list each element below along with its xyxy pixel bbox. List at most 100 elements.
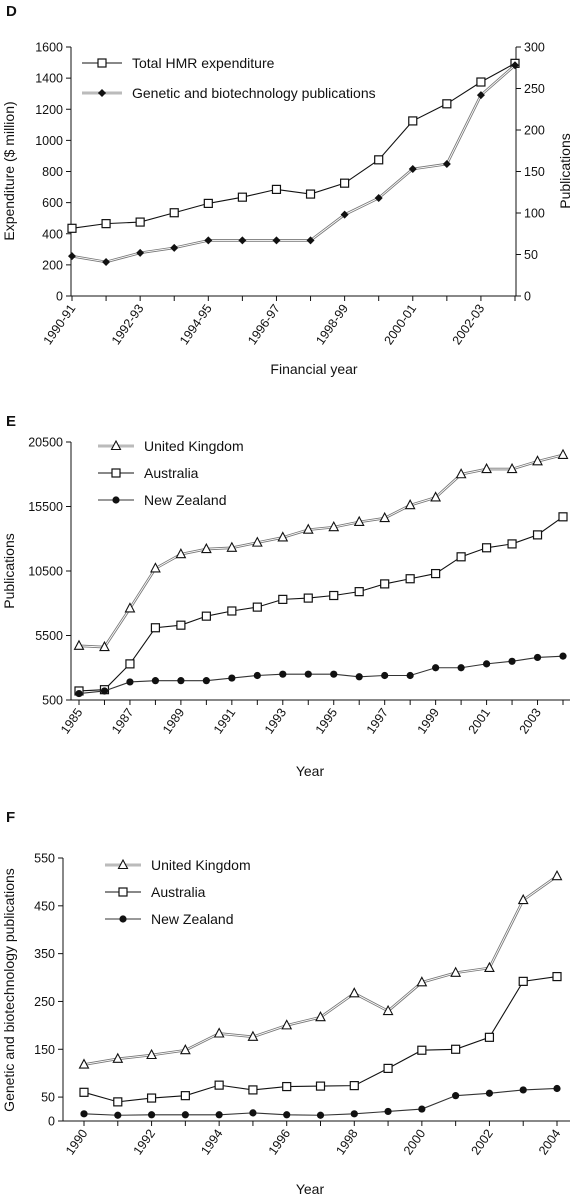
x-tick-label: 1987: [109, 706, 136, 737]
data-point-australia: [481, 543, 492, 553]
y-tick-label: 350: [34, 947, 55, 961]
data-point-australia: [484, 1032, 495, 1042]
legend-marker-australia: [118, 887, 128, 897]
y2-tick-label: 300: [524, 41, 545, 55]
data-point-new-zealand: [228, 674, 236, 682]
data-point-united-kingdom: [506, 462, 518, 474]
data-point-new-zealand: [100, 687, 109, 695]
data-point-new-zealand: [151, 677, 160, 685]
data-point-united-kingdom: [517, 893, 529, 905]
y2-tick-label: 200: [524, 124, 545, 138]
data-point-united-kingdom: [551, 869, 563, 881]
data-point-australia: [329, 590, 339, 601]
data-point-united-kingdom: [112, 1052, 124, 1063]
data-point-australia: [417, 1045, 427, 1055]
data-point-new-zealand: [384, 1107, 392, 1116]
data-point-australia: [113, 1097, 123, 1107]
data-point-total-hmr-expenditure: [169, 208, 179, 218]
data-point-australia: [383, 1063, 393, 1074]
y-tick-label: 0: [48, 1115, 55, 1129]
data-point-united-kingdom: [179, 1044, 191, 1055]
data-point-total-hmr-expenditure: [340, 178, 350, 188]
data-point-australia: [214, 1080, 224, 1090]
data-point-united-kingdom: [73, 639, 85, 650]
series-line-australia: [78, 516, 564, 692]
data-point-australia: [201, 611, 211, 621]
data-point-new-zealand: [215, 1111, 223, 1119]
x-tick-label: 1994-95: [177, 302, 215, 348]
data-point-australia: [176, 620, 186, 630]
data-point-new-zealand: [406, 671, 414, 680]
x-tick-label: 1992: [131, 1127, 158, 1158]
y-axis-title: Expenditure ($ million): [1, 101, 17, 240]
y-tick-label: 200: [42, 258, 63, 272]
data-point-united-kingdom: [455, 468, 467, 479]
data-point-united-kingdom: [315, 1011, 326, 1022]
x-axis-title: Year: [296, 1181, 325, 1197]
data-point-total-hmr-expenditure: [237, 192, 247, 202]
y-tick-label: 550: [34, 852, 55, 866]
x-tick-label: 1990: [63, 1127, 90, 1158]
data-point-united-kingdom: [557, 448, 569, 459]
legend-label: Genetic and biotechnology publications: [132, 85, 376, 101]
y-tick-label: 450: [34, 899, 55, 913]
data-point-australia: [248, 1085, 258, 1095]
y2-tick-label: 0: [524, 290, 531, 304]
data-point-australia: [278, 594, 288, 604]
x-tick-label: 2002-03: [450, 302, 488, 348]
data-point-total-hmr-expenditure: [101, 219, 111, 229]
data-point-new-zealand: [519, 1086, 527, 1094]
data-point-new-zealand: [283, 1111, 291, 1119]
data-point-total-hmr-expenditure: [305, 189, 316, 199]
data-point-united-kingdom: [379, 511, 391, 523]
data-point-australia: [79, 1087, 89, 1097]
legend-label: Total HMR expenditure: [132, 55, 275, 71]
data-point-australia: [532, 530, 543, 540]
data-point-new-zealand: [147, 1111, 156, 1119]
data-point-new-zealand: [126, 678, 134, 686]
panel-label-d: D: [6, 3, 17, 20]
data-point-australia: [380, 579, 390, 589]
y-tick-label: 150: [34, 1043, 55, 1057]
data-point-new-zealand: [330, 670, 338, 678]
y-tick-label: 50: [41, 1091, 55, 1105]
legend-marker-united-kingdom: [117, 858, 129, 870]
data-point-united-kingdom: [277, 531, 289, 542]
data-point-australia: [282, 1081, 292, 1092]
y-tick-label: 1400: [35, 72, 63, 86]
legend-label: Australia: [151, 884, 206, 900]
data-point-genetic-and-biotechnology-publications: [476, 91, 485, 100]
data-point-united-kingdom: [146, 1048, 157, 1060]
data-point-united-kingdom: [78, 1058, 90, 1069]
data-point-genetic-and-biotechnology-publications: [68, 252, 76, 261]
data-point-united-kingdom: [416, 976, 428, 987]
y-tick-label: 1600: [35, 41, 63, 55]
data-point-genetic-and-biotechnology-publications: [340, 210, 349, 219]
x-tick-label: 1996: [266, 1127, 293, 1158]
data-point-united-kingdom: [348, 987, 360, 998]
data-point-united-kingdom: [247, 1030, 259, 1041]
y-tick-label: 1000: [35, 134, 63, 148]
data-point-australia: [451, 1044, 461, 1054]
y2-tick-label: 100: [524, 207, 545, 221]
data-point-united-kingdom: [404, 499, 416, 510]
data-point-australia: [507, 539, 517, 549]
series-genetic-and-biotechnology-publications: [68, 61, 519, 266]
y-tick-label: 1200: [35, 103, 63, 117]
y-tick-label: 250: [34, 995, 55, 1009]
legend-marker-total-hmr-expenditure: [97, 58, 107, 68]
series-total-hmr-expenditure: [67, 58, 520, 233]
series-line-total-hmr-expenditure: [71, 62, 516, 229]
data-point-genetic-and-biotechnology-publications: [102, 257, 111, 266]
x-tick-label: 1996-97: [245, 302, 283, 348]
data-point-new-zealand: [80, 1110, 88, 1118]
data-point-australia: [456, 552, 466, 562]
data-point-united-kingdom: [450, 966, 462, 977]
data-point-united-kingdom: [328, 520, 340, 532]
x-tick-label: 2002: [468, 1127, 495, 1158]
chart-f: 0 50 150 250 350 450 550 1990 1992 1994 1996 1998 20…: [1, 852, 570, 1197]
data-point-new-zealand: [279, 670, 287, 678]
legend-label: New Zealand: [144, 492, 227, 508]
x-tick-label: 1994: [198, 1127, 225, 1158]
